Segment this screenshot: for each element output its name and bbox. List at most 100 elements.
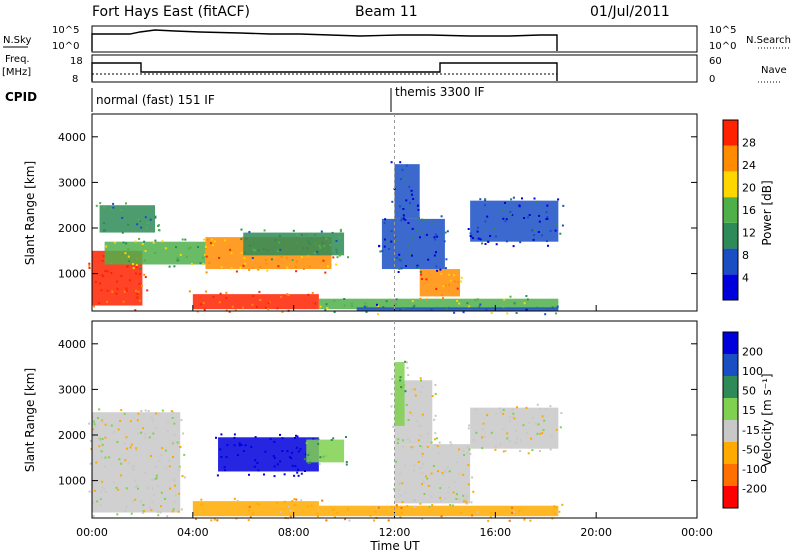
power-speckle <box>329 244 332 246</box>
power-region <box>394 164 420 219</box>
velocity-speckle <box>273 456 276 459</box>
velocity-speckle <box>126 447 128 450</box>
power-speckle <box>538 214 541 217</box>
velocity-speckle <box>92 420 95 423</box>
power-speckle <box>258 249 261 252</box>
power-speckle <box>274 239 277 242</box>
velocity-speckle <box>257 469 260 472</box>
power-speckle <box>252 295 255 297</box>
nsearch-tick-top: 10^5 <box>709 25 736 36</box>
velocity-speckle <box>155 477 158 480</box>
power-speckle <box>395 256 398 259</box>
power-speckle <box>202 263 205 266</box>
velocity-speckle <box>135 447 138 450</box>
velocity-speckle <box>506 432 509 435</box>
power-speckle <box>474 298 477 301</box>
velocity-colorbar-segment <box>723 486 738 508</box>
velocity-speckle <box>466 495 469 498</box>
velocity-speckle <box>439 496 442 499</box>
velocity-speckle <box>250 445 253 448</box>
power-speckle <box>106 289 109 292</box>
power-speckle <box>135 272 137 275</box>
velocity-colorbar-tick: 50 <box>742 385 756 398</box>
power-speckle <box>318 244 321 247</box>
velocity-speckle <box>429 485 432 488</box>
velocity-speckle <box>170 410 173 413</box>
velocity-speckle <box>200 503 203 506</box>
power-speckle <box>230 267 233 270</box>
velocity-speckle <box>427 432 429 435</box>
velocity-speckle <box>561 503 564 506</box>
power-speckle <box>127 248 130 251</box>
power-speckle <box>420 231 423 234</box>
velocity-speckle <box>123 412 126 415</box>
velocity-speckle <box>434 443 437 446</box>
power-speckle <box>307 240 310 243</box>
power-speckle <box>409 252 412 255</box>
power-colorbar-segment <box>723 222 738 249</box>
velocity-speckle <box>419 391 422 393</box>
beam-title: Beam 11 <box>355 4 418 20</box>
power-speckle <box>408 202 411 205</box>
power-region <box>318 298 559 310</box>
power-ytick-label: 3000 <box>58 176 86 189</box>
velocity-speckle <box>155 474 158 477</box>
power-colorbar-tick: 24 <box>742 159 756 172</box>
power-speckle <box>413 304 416 307</box>
velocity-speckle <box>417 461 420 463</box>
nsky-panel-frame <box>91 25 698 53</box>
velocity-speckle <box>180 419 183 422</box>
velocity-speckle <box>424 475 427 478</box>
power-speckle <box>512 245 515 248</box>
power-speckle <box>427 258 430 261</box>
velocity-speckle <box>103 465 106 468</box>
velocity-speckle <box>526 432 529 435</box>
velocity-speckle <box>93 489 96 492</box>
power-speckle <box>242 264 245 267</box>
velocity-speckle <box>131 465 134 468</box>
velocity-speckle <box>448 470 451 473</box>
power-speckle <box>128 279 131 282</box>
velocity-speckle <box>467 427 470 430</box>
power-speckle <box>462 311 465 314</box>
velocity-speckle <box>397 483 400 486</box>
velocity-speckle <box>392 425 395 428</box>
power-colorbar-tick: 4 <box>742 272 749 285</box>
power-speckle <box>379 250 382 253</box>
velocity-colorbar-frame <box>722 331 739 509</box>
velocity-speckle <box>103 488 106 491</box>
velocity-speckle <box>407 374 410 376</box>
power-speckle <box>152 241 155 244</box>
velocity-speckle <box>93 423 96 426</box>
velocity-speckle <box>549 448 552 451</box>
velocity-speckle <box>502 428 505 431</box>
velocity-speckle <box>390 506 393 509</box>
power-speckle <box>125 289 128 292</box>
velocity-speckle <box>404 491 407 494</box>
velocity-speckle <box>465 500 468 503</box>
power-speckle <box>200 303 203 306</box>
power-speckle <box>99 202 102 205</box>
power-speckle <box>453 280 456 283</box>
power-ytick-label: 4000 <box>58 131 86 144</box>
velocity-ytick-label: 2000 <box>58 429 86 442</box>
power-speckle <box>391 200 394 203</box>
velocity-speckle <box>256 462 259 464</box>
power-speckle <box>382 306 385 308</box>
velocity-speckle <box>155 427 158 429</box>
power-speckle <box>95 204 98 207</box>
velocity-speckle <box>421 517 424 520</box>
power-speckle <box>323 245 326 248</box>
velocity-speckle <box>172 442 175 445</box>
velocity-speckle <box>319 456 322 459</box>
velocity-speckle <box>154 465 157 468</box>
velocity-speckle <box>151 500 154 503</box>
power-heatmap <box>88 161 565 316</box>
velocity-speckle <box>541 432 544 434</box>
power-speckle <box>103 206 106 209</box>
velocity-speckle <box>467 464 470 467</box>
velocity-speckle <box>286 450 289 452</box>
velocity-speckle <box>150 455 152 457</box>
power-speckle <box>440 215 443 218</box>
power-speckle <box>276 250 279 253</box>
